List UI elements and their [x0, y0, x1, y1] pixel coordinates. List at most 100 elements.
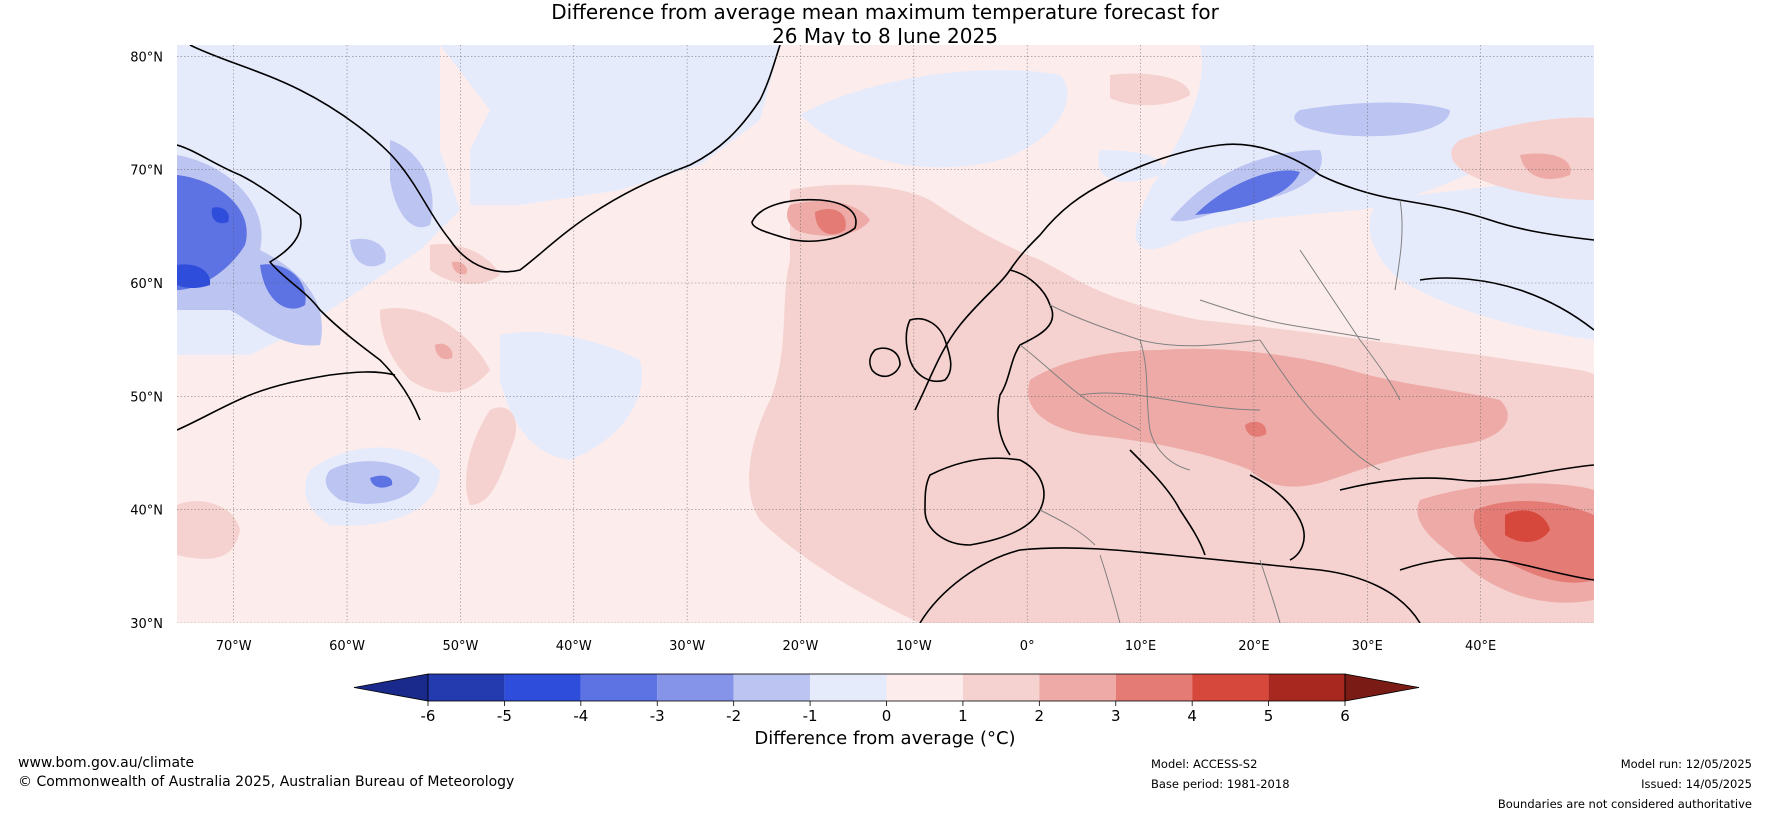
north-africa-coast [919, 547, 1421, 623]
lon-tick-label: 30°W [669, 639, 705, 654]
border-line [1299, 249, 1401, 401]
colorbar-tick-label: 4 [1187, 707, 1197, 725]
colorbar-bin [428, 674, 505, 701]
anomaly-area-0-to-neg1 [1098, 150, 1163, 182]
colorbar-high-extend [1344, 673, 1420, 702]
iberia-coast [924, 457, 1045, 546]
border-line [1394, 199, 1403, 291]
colorbar-bin [886, 674, 963, 701]
website-link[interactable]: www.bom.gov.au/climate [18, 755, 195, 771]
lon-tick-label: 60°W [329, 639, 365, 654]
russia-coast [1419, 277, 1594, 331]
anomaly-area-1-to-2 [430, 244, 500, 285]
anomaly-area-1-to-2 [177, 501, 240, 559]
colorbar-label: Difference from average (°C) [754, 728, 1016, 749]
colorbar: -6 -5 -4 -3 -2 -1 0 1 2 3 4 5 6 [353, 673, 1420, 725]
lat-tick-label: 50°N [130, 390, 163, 405]
anomaly-area-2-to-3 [452, 261, 468, 275]
lon-tick-label: 20°W [783, 639, 819, 654]
scandinavia-coast [914, 143, 1594, 411]
anomaly-area-neg4-to-neg5 [177, 264, 211, 289]
anomaly-area-1-to-2 [380, 308, 490, 393]
colorbar-bin [810, 674, 887, 701]
border-line [1259, 339, 1381, 471]
lat-tick-label: 70°N [130, 164, 163, 179]
anomaly-area-neg4-to-neg5 [211, 207, 229, 224]
colorbar-bin [1268, 674, 1345, 701]
border-line [1099, 554, 1121, 623]
anomaly-area-neg2-to-neg4 [1195, 170, 1300, 215]
border-line [1139, 339, 1191, 471]
britain-coast [905, 318, 952, 382]
colorbar-low-extend [353, 673, 429, 702]
lon-tick-label: 20°E [1238, 639, 1269, 654]
anomaly-area-neg1-to-neg2 [1294, 102, 1450, 137]
border-line [1039, 509, 1096, 546]
title-line-2: 26 May to 8 June 2025 [772, 24, 998, 48]
anomaly-area-0-to-neg1 [440, 45, 780, 205]
graticule [177, 45, 1594, 623]
black-sea-coast [1339, 464, 1594, 491]
colorbar-tick-label: 2 [1035, 707, 1045, 725]
lon-tick-label: 40°E [1465, 639, 1496, 654]
issued-date: Issued: 14/05/2025 [1641, 777, 1752, 791]
anomaly-area-1-to-2 [466, 407, 517, 505]
lon-tick-label: 70°W [216, 639, 252, 654]
anomaly-area-0-to-neg1 [500, 331, 642, 460]
anomaly-area-2-to-3 [435, 343, 453, 360]
colorbar-tick-label: 1 [958, 707, 968, 725]
colorbar-bin [1039, 674, 1116, 701]
model-run-date: Model run: 12/05/2025 [1620, 757, 1752, 771]
border-line [1259, 559, 1281, 623]
colorbar-tick-label: 0 [882, 707, 892, 725]
lon-tick-label: 0° [1020, 639, 1035, 654]
lon-tick-label: 30°E [1352, 639, 1383, 654]
anomaly-area-1-to-2 [1110, 73, 1190, 106]
colorbar-bin [733, 674, 811, 701]
colorbar-tick-label: -5 [497, 707, 512, 725]
lat-tick-label: 60°N [130, 277, 163, 292]
north-america-coast [177, 371, 396, 431]
colorbar-bin [580, 674, 658, 701]
lon-tick-label: 10°E [1125, 639, 1156, 654]
title-line-1: Difference from average mean maximum tem… [551, 0, 1219, 24]
colorbar-tick-label: 6 [1340, 707, 1350, 725]
lat-tick-label: 80°N [130, 50, 163, 65]
lat-tick-label: 40°N [130, 504, 163, 519]
longitude-labels: 70°W 60°W 50°W 40°W 30°W 20°W 10°W 0° 10°E 20°E 30… [216, 639, 1497, 654]
lon-tick-label: 40°W [556, 639, 592, 654]
colorbar-bin [962, 674, 1040, 701]
greenland-coast [189, 45, 781, 273]
turkey-coast [1399, 557, 1594, 581]
anomaly-area-3-to-4 [1473, 500, 1594, 583]
anomaly-area-neg2-to-neg4 [177, 175, 247, 290]
iceland-coast [751, 198, 857, 242]
anomaly-area-neg1-to-neg2 [350, 238, 386, 267]
colorbar-tick-label: -1 [803, 707, 818, 725]
colorbar-tick-label: -6 [421, 707, 436, 725]
balkans-coast [1249, 474, 1305, 561]
disclaimer: Boundaries are not considered authoritat… [1497, 797, 1752, 811]
chart-title: Difference from average mean maximum tem… [0, 0, 1770, 48]
anomaly-area-3-to-4 [1245, 421, 1267, 437]
lon-tick-label: 10°W [896, 639, 932, 654]
border-line [1079, 392, 1261, 411]
border-line [1199, 299, 1381, 341]
country-borders [1019, 199, 1403, 623]
copyright-text: © Commonwealth of Australia 2025, Austra… [18, 774, 515, 790]
italy-coast [1129, 449, 1206, 556]
colorbar-tick-label: 5 [1264, 707, 1274, 725]
ireland-coast [869, 347, 901, 378]
anomaly-area-2-to-3 [1520, 153, 1571, 179]
anomaly-field [177, 45, 1594, 623]
base-period: Base period: 1981-2018 [1151, 777, 1290, 791]
colorbar-bin [657, 674, 734, 701]
colorbar-tick-label: -4 [573, 707, 588, 725]
anomaly-area-4-to-5 [1505, 510, 1550, 542]
colorbar-bin [504, 674, 581, 701]
colorbar-tick-label: -2 [726, 707, 741, 725]
coastlines [177, 45, 1594, 623]
model-name: Model: ACCESS-S2 [1151, 757, 1258, 771]
anomaly-area-neg2-to-neg4 [370, 475, 393, 488]
